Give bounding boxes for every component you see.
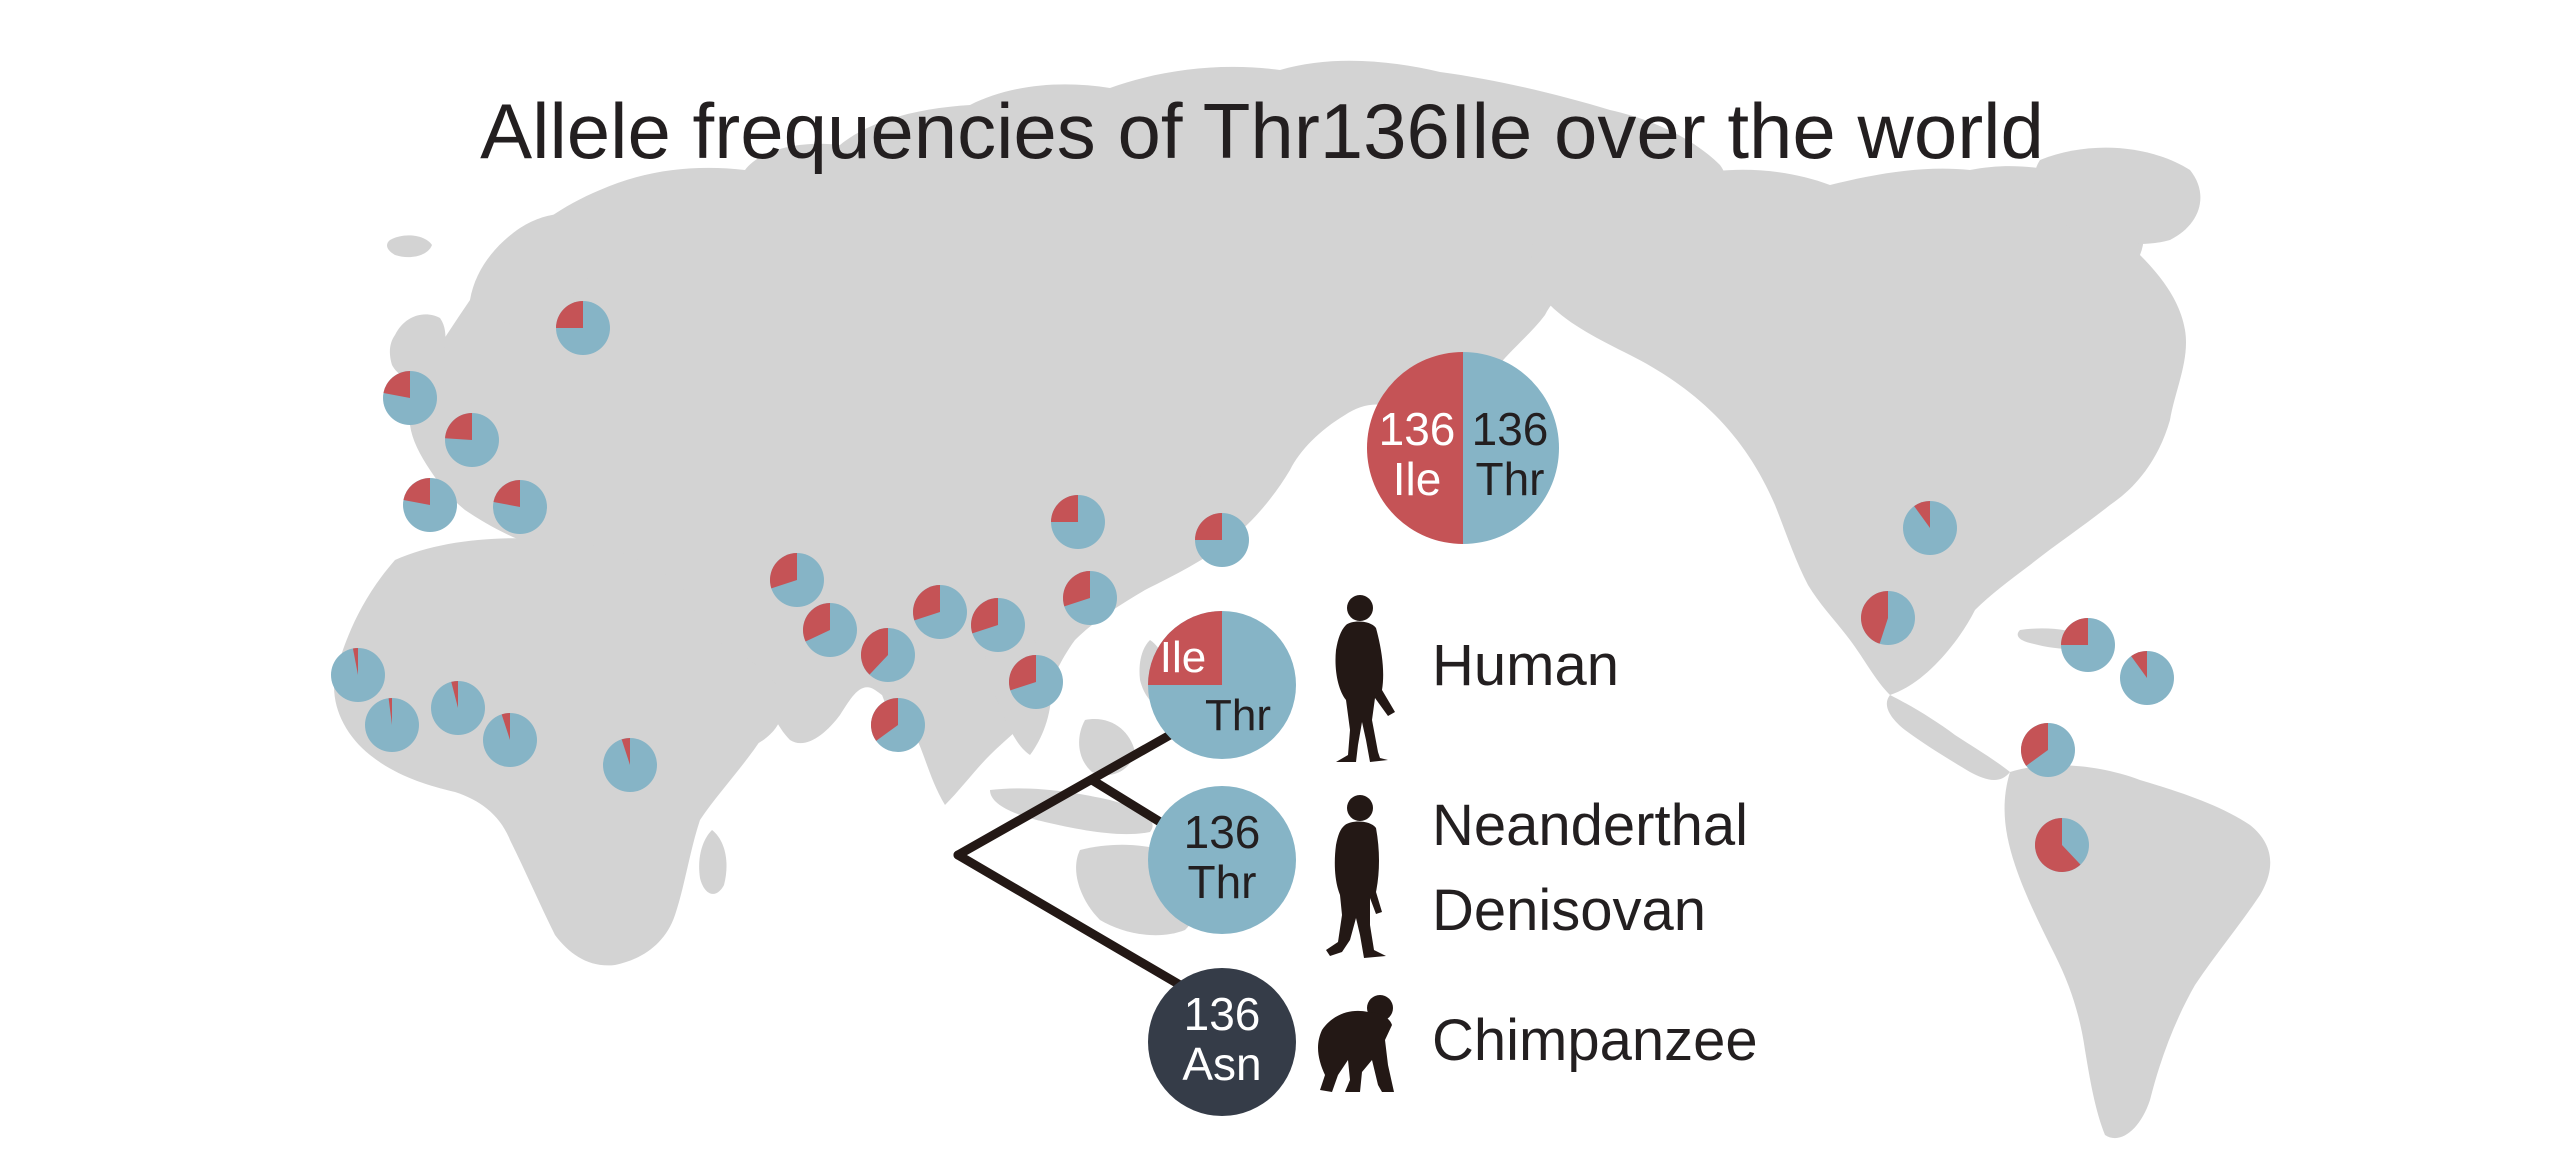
population-pie-british-isles	[383, 371, 437, 425]
chimpanzee-pie: 136 Asn	[1148, 968, 1296, 1116]
landmass-eurasia	[408, 60, 1727, 805]
archaic-pie-label: Thr	[1188, 856, 1257, 908]
species-label-denisovan: Denisovan	[1432, 878, 1706, 943]
population-pie-north-america	[1903, 501, 1957, 555]
landmass-africa	[334, 538, 770, 966]
landmass-scandinavia	[470, 213, 600, 324]
population-pie-ile-slice	[871, 698, 898, 741]
population-pie-east-africa	[603, 738, 657, 792]
legend-pie-ile-half	[1367, 352, 1463, 544]
population-pie-south-asia-5	[871, 698, 925, 752]
population-pie-japan	[1195, 513, 1249, 567]
population-pie-ile-slice	[383, 371, 410, 398]
population-pie-south-asia-4	[913, 585, 967, 639]
population-pie-italy	[493, 479, 547, 534]
human-pie-ile-label: Ile	[1160, 633, 1206, 682]
world-map	[334, 60, 2271, 1139]
population-pie-ile-slice	[2061, 618, 2088, 645]
population-pie-south-asia-3	[861, 628, 915, 682]
legend-thr-number: 136	[1472, 403, 1549, 455]
population-pie-bengal	[971, 598, 1025, 652]
human-icon	[1335, 595, 1395, 762]
species-label-human: Human	[1432, 633, 1619, 698]
tree-branch-archaic	[1087, 775, 1170, 830]
population-pie-ile-slice	[861, 628, 888, 675]
legend-pie-thr-half	[1463, 352, 1559, 544]
population-pie-ile-slice	[1063, 571, 1090, 607]
species-label-chimpanzee: Chimpanzee	[1432, 1008, 1758, 1073]
population-pie-peru	[2035, 818, 2089, 873]
chimpanzee-pie-number: 136	[1184, 988, 1261, 1040]
population-pie-ile-slice	[2035, 818, 2081, 873]
population-pie-south-asia-1	[770, 553, 824, 607]
population-pie-western-europe	[445, 413, 499, 467]
population-pie-southeast-asia	[1009, 655, 1063, 709]
map-title: Allele frequencies of Thr136Ile over the…	[480, 87, 2044, 175]
legend-ile-number: 136	[1379, 403, 1456, 455]
population-pie-colombia	[2021, 723, 2075, 777]
population-pie-north-china	[1051, 495, 1105, 549]
population-pie-ile-slice	[493, 479, 520, 507]
population-pie-ile-slice	[971, 598, 998, 634]
population-pie-ile-slice	[556, 301, 583, 328]
population-pie-ile-slice	[501, 713, 510, 740]
population-pie-northern-europe	[556, 301, 610, 355]
population-pie-south-china	[1063, 571, 1117, 625]
landmass-south-america	[2004, 765, 2271, 1139]
population-pie-ile-slice	[1861, 591, 1888, 644]
population-pie-ile-slice	[451, 681, 458, 708]
landmass-greenland	[2034, 147, 2201, 244]
landmass-madagascar	[699, 830, 727, 894]
legend-thr-label: Thr	[1476, 453, 1545, 505]
population-pie-ile-slice	[445, 413, 472, 440]
landmass-central-america	[1886, 695, 2010, 780]
population-pie-iberia	[403, 478, 457, 532]
chimpanzee-pie-label: Asn	[1182, 1038, 1261, 1090]
population-pie-ile-slice	[770, 553, 797, 589]
chimpanzee-icon	[1318, 995, 1394, 1092]
population-pie-central-africa	[483, 713, 537, 767]
population-pie-ile-slice	[621, 738, 630, 765]
population-pie-ile-slice	[913, 585, 940, 621]
archaic-pie-number: 136	[1184, 806, 1261, 858]
population-pie-ile-slice	[352, 648, 358, 675]
chimpanzee-pie-asn	[1148, 968, 1296, 1116]
archaic-pie: 136 Thr	[1148, 786, 1296, 934]
population-pie-ile-slice	[1195, 513, 1222, 540]
neanderthal-icon	[1326, 795, 1386, 958]
population-pie-west-africa-1	[331, 648, 385, 702]
population-pie-caribbean-1	[2061, 618, 2115, 672]
legend-ile-label: Ile	[1393, 453, 1442, 505]
population-pie-ile-slice	[403, 478, 430, 505]
population-pie-mexico	[1861, 591, 1915, 645]
legend-pie: 136 Ile 136 Thr	[1367, 352, 1559, 544]
tree-branch-chimp	[953, 850, 1185, 990]
archaic-pie-thr	[1148, 786, 1296, 934]
human-pie-thr-label: Thr	[1205, 691, 1271, 740]
population-pies	[331, 301, 2174, 873]
population-pie-west-africa-2	[365, 698, 419, 752]
phylogenetic-tree	[953, 730, 1185, 990]
population-pie-ile-slice	[1051, 495, 1078, 522]
population-pie-ile-slice	[388, 698, 392, 725]
human-pie: Ile Thr	[1148, 611, 1296, 759]
species-label-neanderthal: Neanderthal	[1432, 793, 1748, 858]
population-pie-west-africa-3	[431, 681, 485, 735]
population-pie-ile-slice	[1914, 501, 1930, 528]
population-pie-south-asia-2	[802, 602, 857, 657]
landmass-north-america	[1531, 166, 2187, 695]
population-pie-ile-slice	[2131, 651, 2147, 678]
human-pie-ile	[1148, 611, 1222, 685]
population-pie-ile-slice	[1009, 655, 1036, 691]
landmass-iceland	[387, 235, 432, 258]
population-pie-ile-slice	[802, 602, 830, 642]
landmass-indonesia	[990, 788, 1153, 835]
landmass-britain	[389, 314, 446, 380]
population-pie-caribbean-2	[2120, 651, 2174, 705]
tree-branch-root-human	[953, 730, 1175, 860]
population-pie-ile-slice	[2021, 723, 2048, 766]
